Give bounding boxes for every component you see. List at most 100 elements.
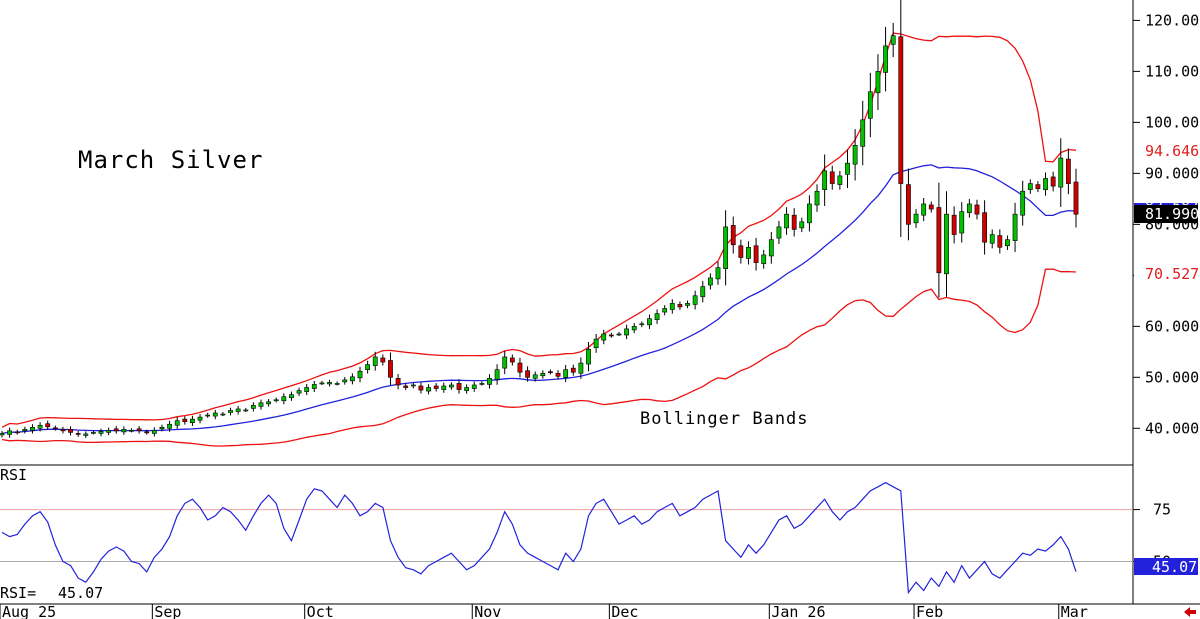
candle — [220, 411, 226, 417]
candle-body-up — [334, 383, 340, 385]
svg-text:81.990: 81.990 — [1145, 205, 1199, 223]
candle-body-up — [944, 213, 949, 275]
candle — [304, 384, 310, 396]
candle-body-down — [677, 304, 683, 308]
candle — [502, 350, 508, 375]
candle-body-up — [913, 213, 919, 224]
candle-body-up — [311, 384, 317, 389]
candle — [730, 216, 736, 254]
candle — [449, 382, 454, 390]
candlesticks — [0, 0, 1079, 439]
candle — [647, 314, 652, 329]
candle-body-down — [730, 225, 736, 246]
candle — [700, 280, 706, 303]
candle-body-up — [662, 308, 668, 313]
price-tick-label: 100.000 — [1145, 113, 1200, 131]
candle — [1035, 181, 1041, 193]
price-tick-label: 50.000 — [1145, 368, 1199, 386]
candle — [669, 299, 675, 314]
candle — [525, 366, 530, 382]
candle — [989, 229, 995, 249]
candle-body-up — [273, 399, 279, 402]
candle — [707, 273, 713, 290]
candle — [662, 305, 668, 316]
candle-body-up — [890, 35, 896, 45]
candle — [685, 300, 690, 309]
candle-body-up — [1020, 190, 1026, 216]
candle — [624, 324, 629, 340]
candle-body-down — [52, 427, 58, 430]
candle — [601, 329, 607, 345]
candle-body-up — [624, 328, 629, 336]
candle — [555, 370, 561, 380]
candle-body-up — [746, 246, 751, 259]
candle — [845, 149, 850, 188]
candle — [1050, 171, 1056, 192]
candle-body-up — [707, 277, 713, 286]
candle-body-up — [776, 226, 782, 239]
candle-body-up — [159, 426, 165, 430]
candle — [349, 373, 355, 385]
candle — [494, 364, 500, 385]
candle-body-up — [586, 348, 591, 365]
candle-body-down — [517, 362, 523, 373]
candle-body-down — [906, 184, 911, 225]
candle-body-up — [449, 384, 454, 388]
candle-body-up — [715, 267, 721, 280]
candle — [129, 428, 134, 433]
candle-body-up — [799, 221, 805, 229]
candle-body-up — [723, 226, 729, 270]
candle — [83, 431, 89, 439]
candle — [639, 321, 645, 328]
candle-body-up — [250, 405, 256, 409]
svg-text:RSI=: RSI= — [0, 584, 36, 602]
candle — [479, 381, 485, 386]
candle — [266, 399, 271, 407]
candle-body-down — [75, 433, 81, 435]
candle — [159, 424, 165, 432]
candle-body-up — [669, 303, 675, 310]
candle — [791, 208, 797, 237]
candle — [372, 351, 378, 371]
candle-body-up — [0, 433, 5, 436]
chart-title: March Silver — [78, 146, 263, 174]
candle-body-down — [113, 428, 119, 432]
candle — [807, 195, 812, 232]
candle-body-up — [852, 145, 858, 165]
candle-body-up — [349, 376, 355, 382]
candle — [441, 382, 447, 393]
candle-body-down — [997, 235, 1003, 248]
candle-body-up — [532, 374, 538, 379]
candle — [212, 409, 218, 420]
candle — [418, 382, 424, 394]
candle-body-up — [296, 390, 302, 394]
upper-band-tag: 94.646 — [1134, 142, 1199, 160]
candle-body-down — [555, 372, 561, 377]
candle-body-up — [631, 326, 637, 331]
scroll-arrow-icon[interactable] — [1184, 607, 1196, 617]
candle — [228, 407, 233, 416]
candle-body-down — [753, 245, 759, 263]
price-tick-label: 120.000 — [1145, 11, 1200, 29]
candle — [273, 397, 279, 403]
candle — [167, 420, 172, 432]
candle-body-up — [1058, 157, 1064, 188]
candle-body-up — [151, 430, 157, 434]
svg-text:70.527: 70.527 — [1145, 265, 1199, 283]
candle-body-up — [174, 420, 180, 426]
candle-body-up — [883, 45, 888, 73]
candle-body-up — [845, 162, 850, 175]
candle — [311, 380, 317, 393]
date-tick-label: Dec — [611, 603, 638, 619]
candle — [1065, 148, 1071, 195]
candle — [586, 342, 591, 372]
candle-body-up — [768, 239, 774, 257]
candle — [289, 391, 294, 401]
candle — [936, 182, 942, 298]
candle-body-down — [548, 371, 553, 374]
candle — [327, 379, 332, 387]
candle-body-up — [540, 372, 546, 377]
candle-body-up — [784, 213, 789, 229]
candle-body-up — [37, 424, 43, 429]
candle-body-up — [22, 429, 28, 432]
